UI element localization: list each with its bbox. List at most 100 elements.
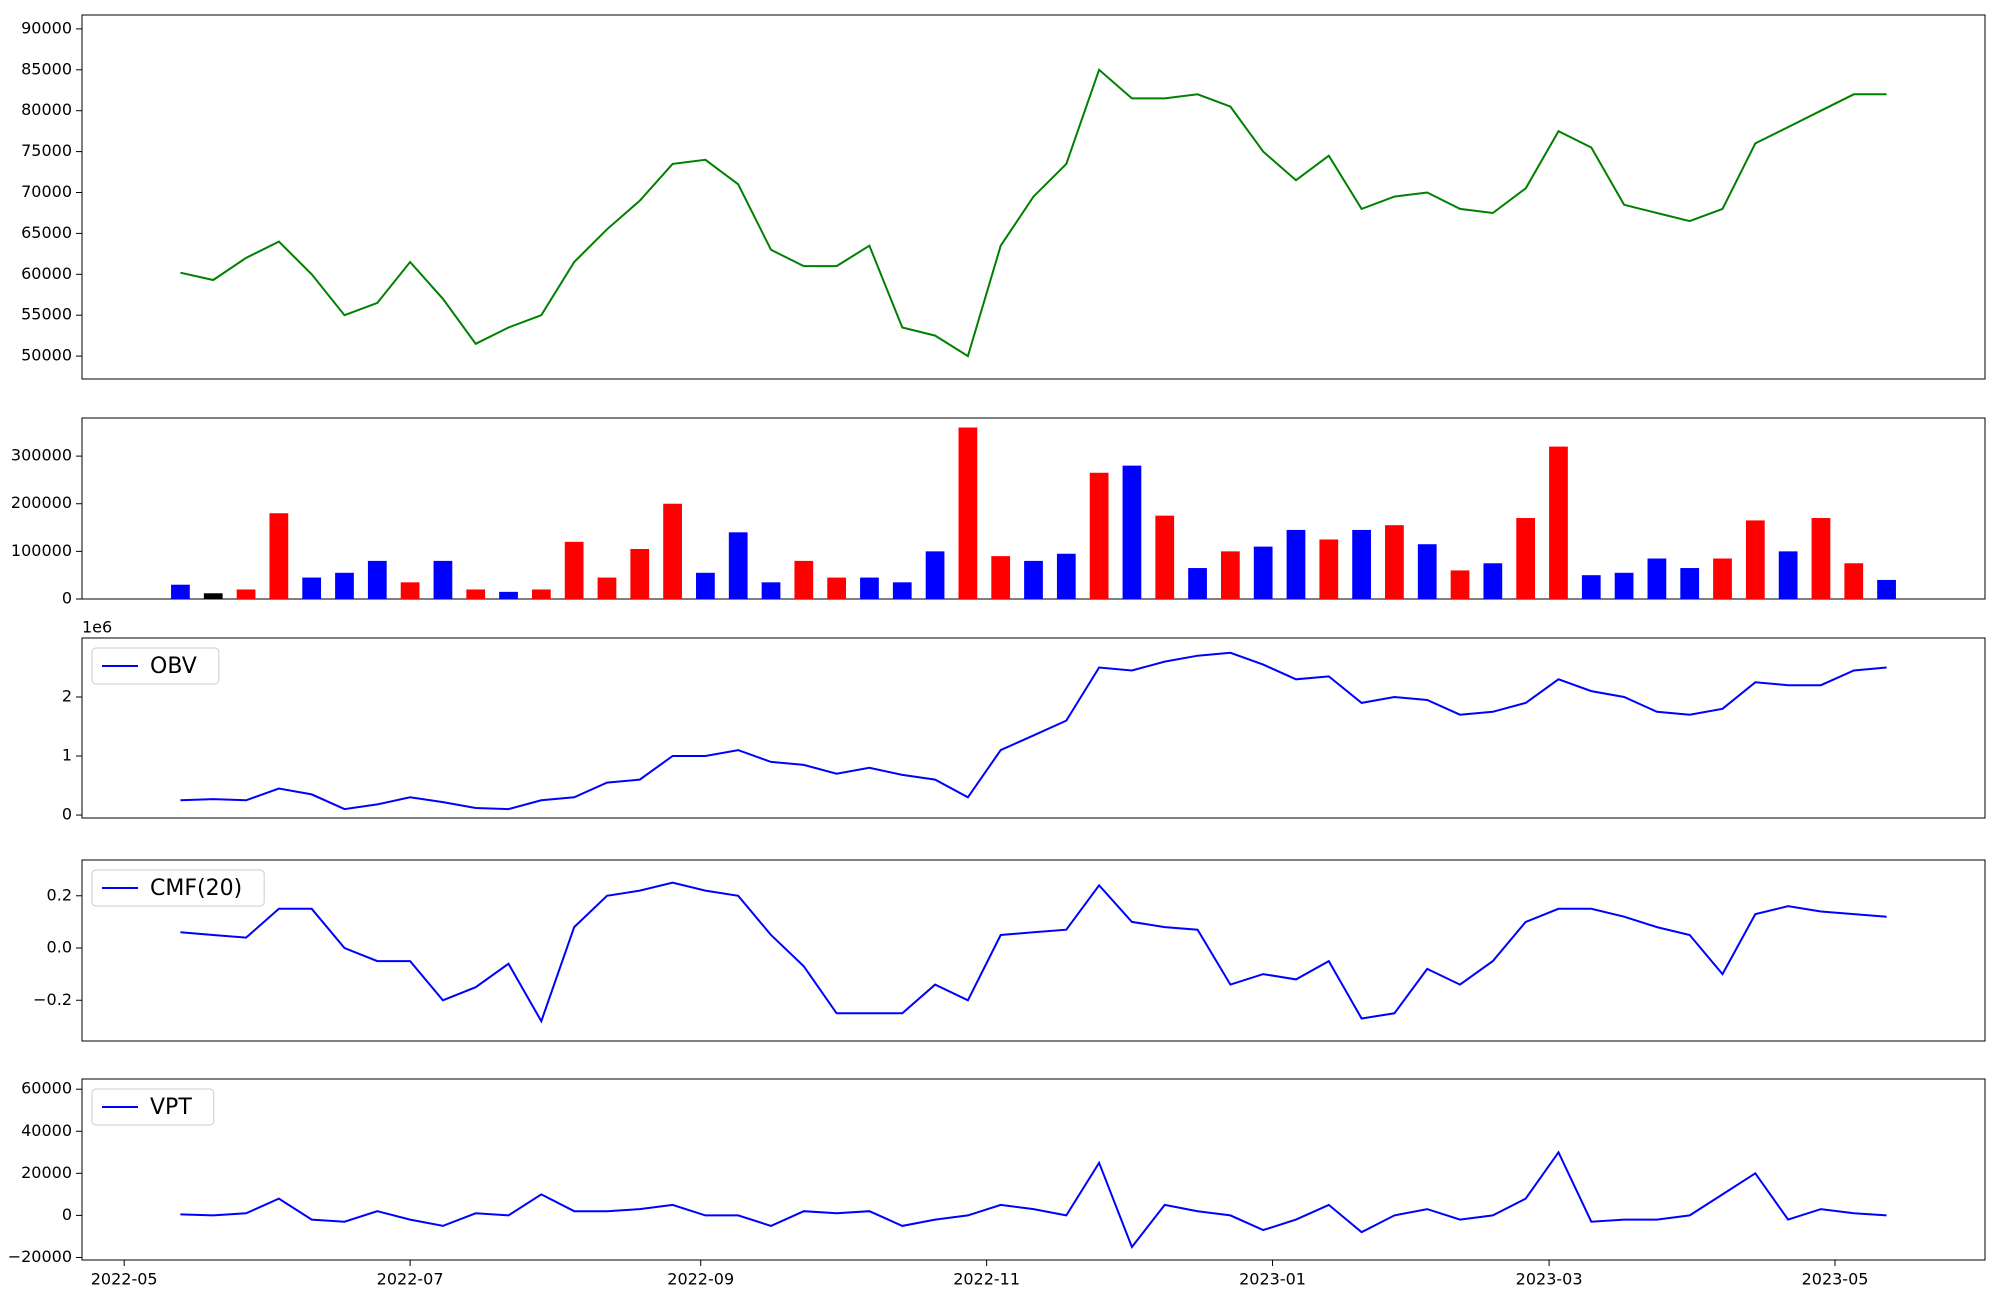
- line: [180, 651, 1887, 811]
- axes-frame: [81, 14, 1986, 380]
- axes-frame: [81, 859, 1986, 1042]
- bar: [892, 582, 912, 599]
- bar: [1352, 529, 1371, 599]
- bar: [1024, 560, 1043, 599]
- bar: [1220, 551, 1240, 599]
- y-tick-label: 1: [62, 746, 72, 765]
- bar: [1549, 446, 1568, 599]
- bar: [1122, 465, 1142, 599]
- y-tick-label: −0.2: [33, 990, 72, 1009]
- y-tick-label: 70000: [21, 182, 72, 201]
- y-tick-label: 80000: [21, 100, 72, 119]
- y-tick-label: 200000: [11, 493, 72, 512]
- x-tick-label: 2022-05: [91, 1270, 158, 1289]
- legend-label: CMF(20): [150, 876, 242, 901]
- y-tick-label: 0.0: [47, 938, 72, 957]
- y-tick-label: 300000: [11, 446, 72, 465]
- x-tick-label: 2022-11: [953, 1270, 1020, 1289]
- bar: [1319, 539, 1339, 599]
- y-tick-label: 65000: [21, 223, 72, 242]
- y-tick-label: 0: [62, 589, 72, 608]
- bar: [1056, 553, 1076, 599]
- x-tick-label: 2022-09: [667, 1270, 734, 1289]
- x-tick-label: 2023-03: [1516, 1270, 1583, 1289]
- y-tick-label: 0: [62, 1205, 72, 1224]
- bar: [925, 551, 945, 599]
- y-tick-label: 50000: [21, 346, 72, 365]
- bar: [1647, 558, 1667, 599]
- axes-frame: [81, 637, 1986, 819]
- x-tick-label: 2023-01: [1239, 1270, 1306, 1289]
- bar: [630, 548, 650, 599]
- line: [180, 1150, 1887, 1250]
- legend-label: VPT: [150, 1095, 192, 1120]
- axes-frame: [81, 1078, 1986, 1261]
- bar: [860, 577, 879, 599]
- bar: [728, 532, 748, 599]
- bar: [400, 582, 420, 599]
- bar: [1155, 515, 1175, 599]
- y-tick-label: 40000: [21, 1121, 72, 1140]
- bar: [794, 560, 814, 599]
- bar: [335, 572, 354, 599]
- y-tick-label: 90000: [21, 18, 72, 37]
- y-tick-label: 0.2: [47, 885, 72, 904]
- offset-label: 1e6: [82, 618, 112, 637]
- y-tick-label: 55000: [21, 305, 72, 324]
- y-tick-label: 100000: [11, 541, 72, 560]
- bar: [1516, 518, 1536, 599]
- bar: [761, 582, 781, 599]
- bar: [1450, 570, 1470, 599]
- bar: [1614, 572, 1634, 599]
- bar: [1188, 568, 1207, 599]
- bar: [1745, 520, 1765, 599]
- bar: [991, 556, 1011, 599]
- bar: [1385, 525, 1404, 599]
- bar: [1417, 544, 1437, 599]
- bar: [564, 541, 584, 599]
- bar: [367, 560, 387, 599]
- line: [180, 68, 1887, 358]
- y-tick-label: 85000: [21, 59, 72, 78]
- bar: [827, 577, 847, 599]
- legend-box: [91, 869, 265, 907]
- bar: [236, 589, 256, 599]
- bar: [466, 589, 486, 599]
- bar: [1581, 575, 1601, 599]
- bar: [499, 591, 518, 599]
- bar: [1844, 563, 1864, 599]
- bar: [171, 584, 190, 599]
- bar: [958, 427, 978, 599]
- bar: [1253, 546, 1273, 599]
- y-tick-label: 20000: [21, 1163, 72, 1182]
- bar: [1680, 568, 1700, 599]
- bar: [663, 503, 682, 599]
- bar: [302, 577, 322, 599]
- bar: [597, 577, 617, 599]
- y-tick-label: 60000: [21, 1079, 72, 1098]
- bar: [1877, 579, 1896, 599]
- bar: [531, 589, 551, 599]
- y-tick-label: −20000: [8, 1247, 72, 1266]
- bar: [433, 560, 453, 599]
- y-tick-label: 2: [62, 687, 72, 706]
- y-tick-label: 75000: [21, 141, 72, 160]
- x-tick-label: 2022-07: [377, 1270, 444, 1289]
- x-tick-label: 2023-05: [1802, 1270, 1869, 1289]
- bar: [1286, 529, 1306, 599]
- bar: [1713, 558, 1732, 599]
- bar: [269, 513, 289, 599]
- legend-label: OBV: [150, 654, 197, 679]
- legend-box: [91, 647, 220, 685]
- bar: [696, 572, 715, 599]
- bar: [1089, 472, 1109, 599]
- y-tick-label: 0: [62, 805, 72, 824]
- line: [180, 881, 1887, 1024]
- bar: [1483, 563, 1503, 599]
- y-tick-label: 60000: [21, 264, 72, 283]
- bar: [203, 593, 223, 599]
- bar: [1778, 551, 1798, 599]
- bar: [1811, 518, 1831, 599]
- legend-box: [91, 1088, 215, 1126]
